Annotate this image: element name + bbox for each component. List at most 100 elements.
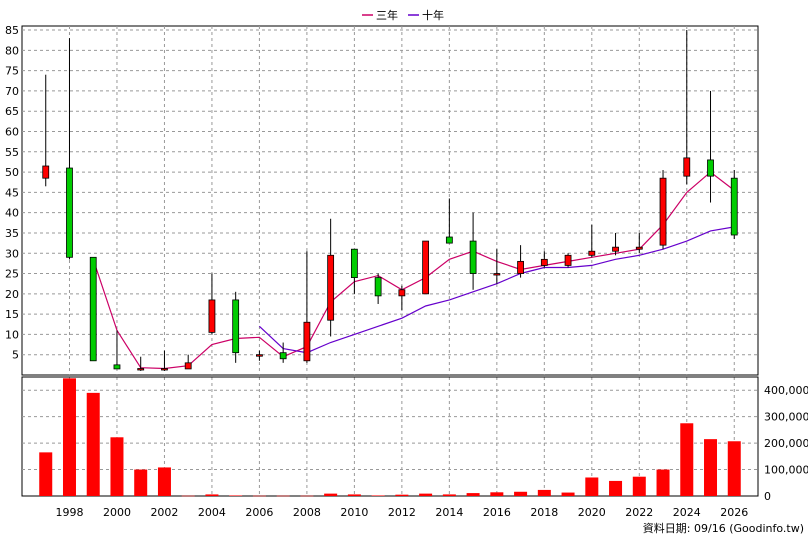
candle-body <box>184 362 192 370</box>
price-tick-label: 40 <box>5 207 19 220</box>
volume-bar <box>110 437 124 496</box>
x-tick-label: 2014 <box>435 506 463 519</box>
candle-body <box>707 159 714 177</box>
volume-bar <box>656 469 670 496</box>
volume-tick-label: 300,000 <box>764 411 808 424</box>
price-tick-label: 25 <box>5 268 19 281</box>
volume-bar <box>252 495 266 497</box>
candle-body <box>232 299 240 354</box>
volume-bar <box>680 423 694 496</box>
volume-bar <box>300 495 314 497</box>
price-tick-label: 55 <box>5 146 19 159</box>
price-tick-label: 10 <box>5 328 19 341</box>
candle-body <box>256 354 263 357</box>
candle-body <box>564 254 572 266</box>
ma-line <box>258 226 735 354</box>
x-tick-label: 2000 <box>103 506 131 519</box>
volume-bar <box>442 494 456 496</box>
candle-body <box>493 273 501 276</box>
volume-bar <box>466 493 480 496</box>
volume-bar <box>205 494 219 496</box>
candle-body <box>161 368 168 371</box>
candle-body <box>445 236 453 244</box>
candle-body <box>42 165 50 179</box>
x-tick-label: 2002 <box>150 506 178 519</box>
volume-bar <box>585 477 599 496</box>
volume-bar <box>157 467 171 496</box>
volume-bar <box>419 493 433 496</box>
volume-bar <box>276 495 290 497</box>
candle-body <box>612 246 619 252</box>
x-tick-label: 2016 <box>483 506 511 519</box>
candle-body <box>374 277 382 297</box>
volume-bar <box>229 495 243 496</box>
candle-body <box>540 258 548 266</box>
candle-body <box>635 246 643 250</box>
volume-bar <box>62 378 76 496</box>
x-tick-label: 1998 <box>55 506 83 519</box>
volume-bar <box>181 495 195 497</box>
volume-tick-label: 400,000 <box>764 384 808 397</box>
volume-bar <box>347 494 361 496</box>
price-tick-label: 80 <box>5 44 19 57</box>
price-tick-label: 20 <box>5 288 19 301</box>
volume-bar <box>395 494 409 496</box>
volume-bar <box>561 492 575 496</box>
candle-body <box>398 289 406 297</box>
volume-tick-label: 100,000 <box>764 464 808 477</box>
price-panel-frame <box>21 25 759 376</box>
price-tick-label: 60 <box>5 126 19 139</box>
volume-bar <box>39 452 53 496</box>
x-tick-label: 2018 <box>530 506 558 519</box>
candle-body <box>327 254 335 321</box>
volume-grid <box>21 376 759 497</box>
legend-label-ten-year: 十年 <box>422 8 444 22</box>
volume-bar <box>537 489 551 496</box>
volume-bars <box>39 378 741 497</box>
candle-body <box>208 299 216 333</box>
volume-tick-label: 200,000 <box>764 437 808 450</box>
candle-body <box>350 248 358 279</box>
legend: 三年 十年 <box>362 8 444 22</box>
ma-line <box>92 171 735 370</box>
candle-body <box>137 368 145 371</box>
price-tick-label: 50 <box>5 166 19 179</box>
volume-bar <box>704 439 718 496</box>
candle-body <box>730 177 738 236</box>
candle-body <box>659 177 667 246</box>
candle-body <box>66 167 73 258</box>
x-tick-label: 2010 <box>340 506 368 519</box>
candle-body <box>517 260 524 274</box>
price-tick-label: 75 <box>5 65 19 78</box>
volume-bar <box>727 441 741 496</box>
price-tick-label: 65 <box>5 105 19 118</box>
volume-tick-label: 0 <box>764 490 771 503</box>
x-tick-label: 2026 <box>720 506 748 519</box>
price-tick-label: 30 <box>5 247 19 260</box>
volume-bar <box>134 469 148 496</box>
x-tick-label: 2024 <box>673 506 701 519</box>
x-tick-label: 2004 <box>198 506 226 519</box>
volume-bar <box>609 480 623 496</box>
price-y-axis: 5 10 15 20 25 30 35 40 45 50 55 60 65 70 75 80 85 <box>5 24 19 362</box>
volume-bar <box>490 492 504 496</box>
price-tick-label: 45 <box>5 186 19 199</box>
price-tick-label: 35 <box>5 227 19 240</box>
volume-bar <box>632 476 646 496</box>
volume-bar <box>514 491 528 496</box>
moving-average-lines <box>92 171 735 370</box>
candle-body <box>279 352 287 360</box>
candle-body <box>683 157 691 177</box>
price-tick-label: 15 <box>5 308 19 321</box>
volume-bar <box>371 495 385 496</box>
x-tick-label: 2008 <box>293 506 321 519</box>
legend-label-three-year: 三年 <box>376 8 398 22</box>
volume-panel-frame <box>21 376 759 497</box>
x-axis: 1998 2000 2002 2004 2006 2008 2010 2012 2014 2016… <box>55 506 748 519</box>
candle-body <box>588 250 596 256</box>
candle-body <box>113 364 121 370</box>
candles <box>42 30 738 371</box>
candle-body <box>422 240 430 295</box>
price-tick-label: 85 <box>5 24 19 37</box>
